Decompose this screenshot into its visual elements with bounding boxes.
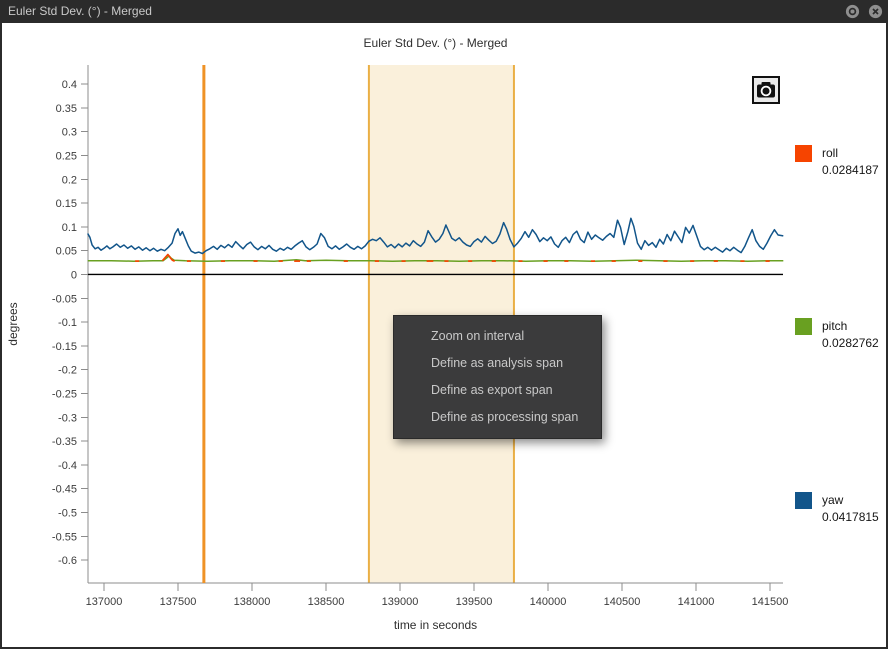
y-tick-label: -0.45 (52, 484, 77, 496)
window-menu-button[interactable] (845, 4, 860, 19)
y-tick-label: -0.55 (52, 531, 77, 543)
roll-segment (161, 253, 176, 262)
screenshot-button[interactable] (752, 76, 780, 104)
y-tick-label: 0.1 (62, 222, 77, 234)
y-tick-label: -0.3 (58, 412, 77, 424)
y-tick-label: -0.5 (58, 508, 77, 520)
camera-icon (757, 82, 775, 98)
y-tick-label: 0.15 (56, 198, 77, 210)
x-tick-label: 138000 (234, 596, 271, 608)
y-tick-label: -0.35 (52, 436, 77, 448)
legend-label-roll: roll (822, 146, 839, 160)
x-tick-label: 137500 (160, 596, 197, 608)
y-tick-label: 0.25 (56, 151, 77, 163)
y-tick-label: 0.4 (62, 79, 77, 91)
legend-label-yaw: yaw (822, 493, 844, 507)
chart-title: Euler Std Dev. (°) - Merged (363, 36, 508, 50)
legend-item-yaw[interactable]: yaw 0.0417815 (795, 492, 885, 528)
y-tick-label: 0 (71, 270, 77, 282)
x-tick-label: 140000 (530, 596, 567, 608)
roll-swatch (795, 145, 812, 162)
y-tick-label: -0.15 (52, 341, 77, 353)
y-tick-label: -0.2 (58, 365, 77, 377)
yaw-line (87, 217, 784, 255)
x-tick-label: 137000 (86, 596, 123, 608)
legend-item-pitch[interactable]: pitch 0.0282762 (795, 318, 885, 354)
y-tick-label: -0.05 (52, 293, 77, 305)
x-axis-label: time in seconds (393, 618, 478, 632)
x-tick-label: 139500 (456, 596, 493, 608)
window-titlebar[interactable]: Euler Std Dev. (°) - Merged (0, 0, 888, 23)
legend-item-roll[interactable]: roll 0.0284187 (795, 145, 885, 181)
y-tick-label: -0.4 (58, 460, 77, 472)
pitch-swatch (795, 318, 812, 335)
menu-item-define-processing-span[interactable]: Define as processing span (431, 410, 579, 424)
y-tick-label: -0.25 (52, 389, 77, 401)
window-title: Euler Std Dev. (°) - Merged (8, 4, 152, 18)
x-tick-label: 141000 (678, 596, 715, 608)
legend-value-pitch: 0.0282762 (822, 336, 879, 350)
x-tick-label: 141500 (752, 596, 789, 608)
yaw-swatch (795, 492, 812, 509)
x-tick-label: 140500 (604, 596, 641, 608)
y-tick-label: 0.3 (62, 127, 77, 139)
context-menu: Zoom on interval Define as analysis span… (393, 315, 602, 439)
legend-label-pitch: pitch (822, 319, 848, 333)
legend-value-roll: 0.0284187 (822, 163, 879, 177)
legend-value-yaw: 0.0417815 (822, 510, 879, 524)
y-tick-label: 0.35 (56, 103, 77, 115)
y-tick-label: -0.1 (58, 317, 77, 329)
y-tick-label: 0.05 (56, 246, 77, 258)
menu-item-zoom-on-interval[interactable]: Zoom on interval (431, 329, 525, 343)
y-tick-label: -0.6 (58, 555, 77, 567)
circle-dot-icon (845, 4, 860, 19)
close-icon (868, 4, 883, 19)
menu-item-define-analysis-span[interactable]: Define as analysis span (431, 356, 564, 370)
x-tick-label: 138500 (308, 596, 345, 608)
y-axis-label: degrees (6, 302, 20, 346)
close-button[interactable] (868, 4, 883, 19)
menu-item-define-export-span[interactable]: Define as export span (431, 383, 553, 397)
y-tick-label: 0.2 (62, 174, 77, 186)
x-tick-label: 139000 (382, 596, 419, 608)
